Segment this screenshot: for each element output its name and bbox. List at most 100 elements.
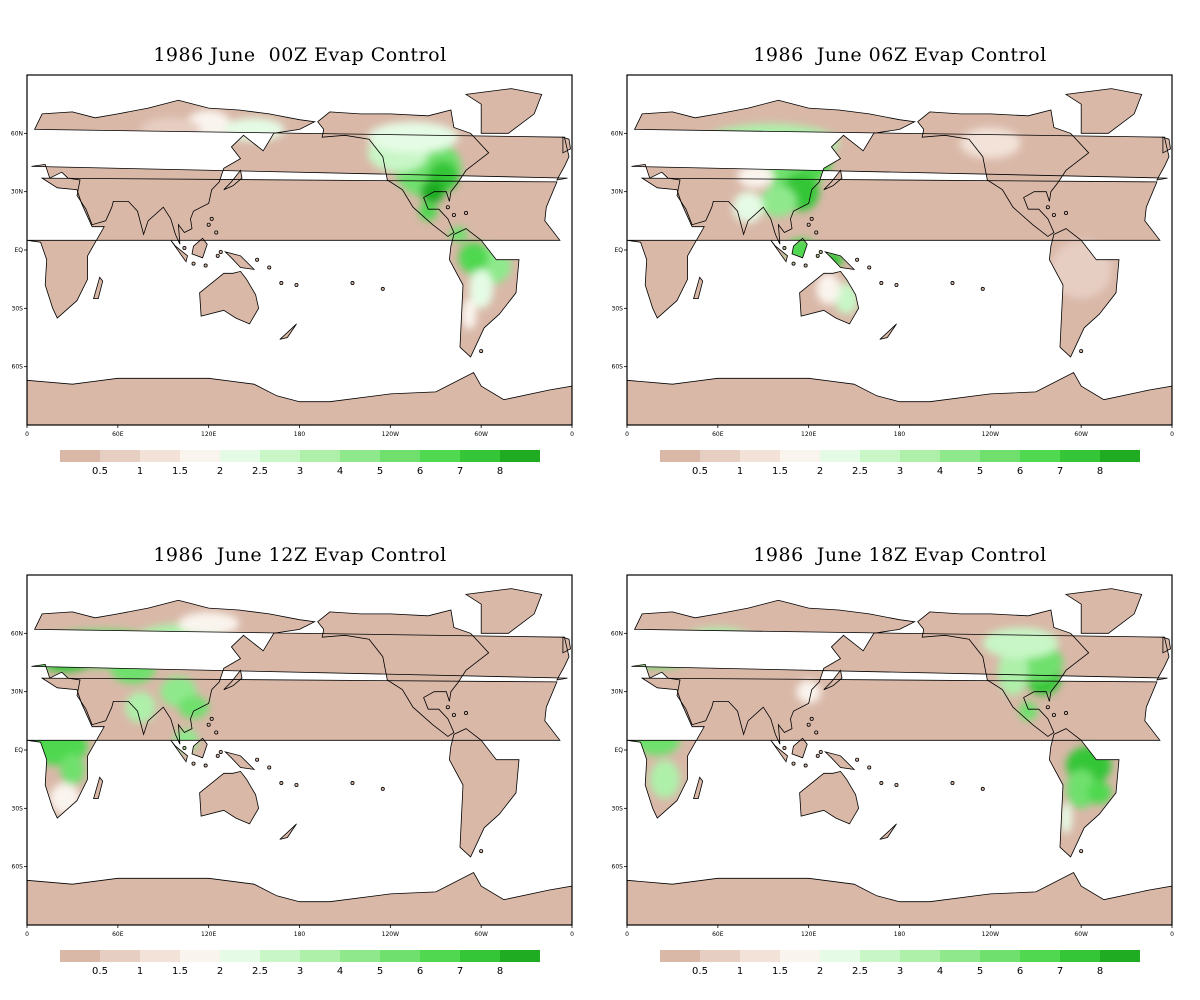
colorbar-swatch — [940, 950, 980, 962]
colorbar-label: 1 — [737, 966, 743, 977]
colorbar-label: 7 — [457, 466, 463, 477]
colorbar-label: 8 — [497, 966, 503, 977]
colorbar-swatch — [1020, 950, 1060, 962]
lat-tick-label: EQ — [614, 247, 623, 254]
colorbar-label: 6 — [417, 966, 423, 977]
colorbar-swatch — [100, 450, 140, 462]
colorbar-swatch — [940, 450, 980, 462]
colorbar-swatch — [860, 450, 900, 462]
evaporation-contour — [997, 648, 1029, 696]
colorbar-swatch — [220, 450, 260, 462]
map-panel-06z: 1986 June 06Z Evap Control 0 60E 120E 180 12… — [600, 0, 1200, 500]
lon-tick-label: 0 — [1170, 431, 1174, 438]
colorbar-label: 8 — [1097, 966, 1103, 977]
colorbar-label: 1.5 — [172, 966, 188, 977]
colorbar-label: 1.5 — [172, 466, 188, 477]
evaporation-contour — [819, 251, 844, 268]
colorbar-swatch — [340, 950, 380, 962]
colorbar-label: 3 — [297, 466, 303, 477]
colorbar-swatch — [140, 950, 180, 962]
evaporation-contour — [982, 627, 1059, 659]
evaporation-contour — [34, 629, 171, 669]
colorbar: 0.5 1 1.5 2 2.5 3 4 5 6 7 8 — [660, 950, 1140, 977]
colorbar-swatch — [260, 950, 300, 962]
lon-tick-label: 0 — [570, 931, 574, 938]
colorbar-swatch — [380, 950, 420, 962]
lat-tick-label: 60N — [11, 130, 23, 137]
panel-title: 1986 June 06Z Evap Control — [753, 44, 1047, 66]
lon-tick-label: 180 — [894, 931, 906, 938]
colorbar-swatch — [780, 450, 820, 462]
map-svg: 0 60E 120E 180 120W 60W 0 60N 30N EQ 30S 60S 0.5 1 1.5… — [11, 574, 574, 977]
colorbar-label: 5 — [377, 466, 383, 477]
colorbar-swatch — [60, 950, 100, 962]
lon-tick-label: 120W — [382, 431, 399, 438]
lat-tick-label: 30S — [12, 305, 24, 312]
lat-tick-label: 60S — [12, 364, 24, 371]
lat-tick-label: 60S — [612, 864, 624, 871]
colorbar: 0.5 1 1.5 2 2.5 3 4 5 6 7 8 — [60, 450, 540, 477]
lon-tick-label: 0 — [25, 931, 29, 938]
map-panel-12z: 1986 June 12Z Evap Control 0 60E 120E 180 12… — [0, 500, 600, 1000]
colorbar-swatch — [500, 950, 540, 962]
colorbar-label: 2 — [217, 466, 223, 477]
evaporation-contour — [796, 680, 821, 704]
evaporation-contour — [178, 695, 209, 719]
colorbar-label: 2 — [817, 466, 823, 477]
evaporation-contour — [702, 123, 839, 163]
colorbar-swatch — [420, 950, 460, 962]
colorbar-swatch — [1060, 950, 1100, 962]
colorbar-swatch — [460, 450, 500, 462]
colorbar-swatch — [220, 950, 260, 962]
colorbar-label: 2.5 — [852, 466, 868, 477]
colorbar-label: 7 — [457, 966, 463, 977]
evaporation-contour — [737, 164, 774, 188]
map-svg: 0 60E 120E 180 120W 60W 0 60N 30N EQ 30S 60S 0.5 1 1.5… — [611, 74, 1174, 477]
evaporation-contour — [60, 753, 85, 785]
evaporation-contour — [960, 127, 1021, 159]
map-panel-18z: 1986 June 18Z Evap Control 0 60E 120E 180 12… — [600, 500, 1200, 1000]
colorbar-swatch — [700, 450, 740, 462]
colorbar-swatch — [1100, 950, 1140, 962]
land-evaporation-field — [627, 88, 1172, 425]
evaporation-contour — [760, 185, 797, 217]
lat-tick-label: 60N — [11, 630, 23, 637]
lat-tick-label: 30S — [612, 305, 624, 312]
evaporation-contour — [125, 691, 156, 723]
colorbar-label: 2 — [217, 966, 223, 977]
lat-tick-label: 60N — [611, 130, 623, 137]
colorbar-swatch — [180, 950, 220, 962]
colorbar-swatch — [60, 450, 100, 462]
evaporation-contour — [785, 238, 817, 262]
colorbar-label: 0.5 — [692, 466, 708, 477]
lon-tick-label: 120W — [982, 431, 999, 438]
colorbar-label: 5 — [377, 966, 383, 977]
lat-tick-label: 30N — [611, 189, 623, 196]
land-evaporation-field — [27, 588, 572, 925]
lat-tick-label: 30N — [611, 689, 623, 696]
colorbar-label: 1 — [737, 466, 743, 477]
colorbar-swatch — [180, 450, 220, 462]
colorbar-label: 8 — [497, 466, 503, 477]
colorbar-label: 0.5 — [92, 466, 108, 477]
coastlines — [626, 88, 1173, 426]
colorbar-swatch — [420, 450, 460, 462]
lat-tick-label: 30N — [11, 189, 23, 196]
colorbar-label: 7 — [1057, 966, 1063, 977]
land-evaporation-field — [27, 88, 572, 425]
evaporation-contour — [420, 180, 445, 204]
lon-tick-label: 60E — [112, 931, 124, 938]
panel-title: 1986 June 00Z Evap Control — [153, 44, 447, 66]
evaporation-contour — [27, 637, 61, 669]
evaporation-contour — [1059, 802, 1073, 834]
lat-tick-label: 60N — [611, 630, 623, 637]
evaporation-contour — [49, 783, 80, 815]
map-svg: 0 60E 120E 180 120W 60W 0 60N 30N EQ 30S 60S 0.5 1 1.5… — [11, 74, 574, 477]
lat-tick-label: 60S — [12, 864, 24, 871]
evaporation-contour — [458, 242, 489, 274]
colorbar-swatch — [700, 950, 740, 962]
colorbar-label: 1.5 — [772, 466, 788, 477]
evaporation-contour — [449, 226, 468, 243]
colorbar-label: 8 — [1097, 466, 1103, 477]
colorbar-swatch — [1060, 450, 1100, 462]
